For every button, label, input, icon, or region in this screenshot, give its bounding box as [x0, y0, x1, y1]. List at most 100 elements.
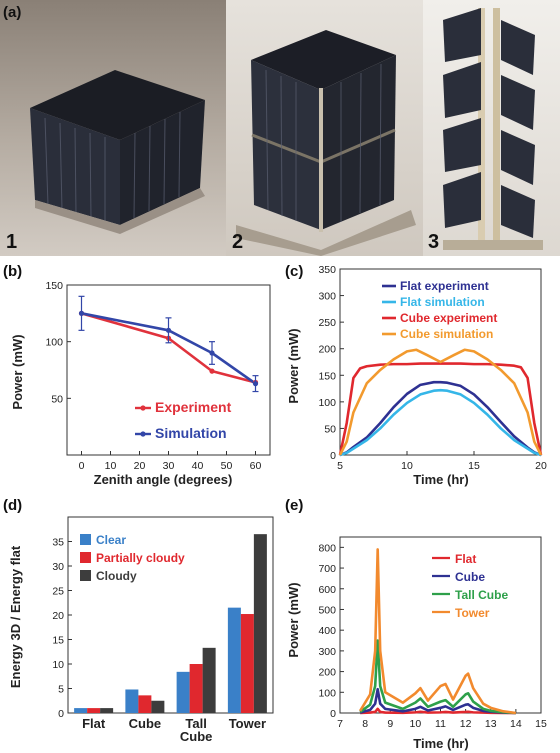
chart-b-zenith-angle: 0 10 20 30 40 50 60 50 100 150 Experiment Simulatio…: [45, 280, 271, 472]
chart-d-bar-cloudy: [202, 647, 216, 713]
chart-b-xtick-label: 50: [221, 460, 233, 472]
chart-e-ytick-label: 100: [318, 687, 336, 699]
chart-e-xtick-label: 10: [410, 718, 422, 730]
chart-c-xtick-label: 20: [535, 460, 547, 472]
chart-d-bar-cloudy: [253, 534, 267, 713]
chart-c-series-cube-simulation: [338, 348, 543, 456]
chart-e-xtick-label: 12: [460, 718, 472, 730]
chart-d-ytick-label: 20: [52, 610, 64, 622]
chart-b-xtick-label: 30: [163, 460, 175, 472]
chart-b-xtick-label: 60: [250, 460, 262, 472]
chart-e-legend-label: Flat: [455, 552, 476, 566]
chart-b-xlabel: Zenith angle (degrees): [94, 472, 233, 487]
chart-e-xtick-label: 9: [387, 718, 393, 730]
chart-d-legend-label: Cloudy: [96, 569, 137, 583]
chart-b-ytick-label: 100: [45, 337, 63, 349]
chart-c-frame: [339, 268, 542, 456]
chart-c-series-flat-simulation: [339, 388, 542, 457]
chart-d-ytick-label: 5: [58, 684, 64, 696]
chart-e-series-tower: [358, 548, 517, 715]
chart-e-cloudy-power: 7 8 9 10 11 12 13 14 15 0 100 200 300 400 500 600 700 800…: [318, 536, 547, 730]
chart-e-xtick-label: 11: [435, 718, 446, 730]
chart-c-legend-label: Flat simulation: [400, 295, 485, 309]
chart-e-ytick-label: 500: [318, 604, 336, 616]
chart-c-ytick-label: 100: [318, 397, 336, 409]
chart-c-legend-label: Flat experiment: [400, 279, 489, 293]
chart-d-category-label: Cube: [180, 729, 213, 744]
chart-e-xtick-label: 7: [337, 718, 343, 730]
chart-d-category-label: Tall: [185, 716, 206, 731]
chart-c-ytick-label: 350: [318, 264, 336, 276]
chart-b-point-experiment: [209, 368, 215, 374]
chart-c-ytick-label: 200: [318, 344, 336, 356]
panel-label-e: (e): [285, 497, 303, 514]
chart-c-series-cube-experiment: [338, 362, 543, 456]
chart-b-legend-marker: [140, 405, 146, 411]
chart-e-ytick-label: 200: [318, 667, 336, 679]
chart-d-legend-label: Clear: [96, 533, 126, 547]
chart-d-bar-cloudy: [100, 708, 114, 713]
chart-c-legend-label: Cube simulation: [400, 327, 493, 341]
chart-e-xlabel: Time (hr): [413, 736, 468, 751]
chart-d-bar-clear: [74, 708, 88, 713]
chart-b-ytick-label: 50: [51, 393, 63, 405]
chart-e-ytick-label: 0: [330, 708, 336, 720]
chart-e-ytick-label: 300: [318, 646, 336, 658]
photo-cube: [0, 0, 226, 256]
chart-c-series-flat-experiment: [339, 380, 542, 457]
chart-e-ytick-label: 800: [318, 542, 336, 554]
chart-b-xtick-label: 20: [134, 460, 146, 472]
panel-label-c: (c): [285, 263, 303, 280]
chart-d-ytick-label: 35: [52, 537, 64, 549]
photo-tall-cube: [226, 0, 423, 256]
chart-e-series-tall-cube: [359, 639, 516, 715]
chart-e-legend-label: Tower: [455, 606, 490, 620]
chart-b-legend-label: Simulation: [155, 425, 227, 441]
photo-number-1: 1: [6, 231, 17, 253]
chart-b-xtick-label: 0: [79, 460, 85, 472]
chart-d-bar-clear: [176, 671, 190, 713]
chart-e-ytick-label: 400: [318, 625, 336, 637]
photo-panel-a: [0, 0, 560, 256]
chart-d-ylabel: Energy 3D / Energy flat: [8, 545, 23, 688]
chart-d-category-label: Tower: [229, 716, 266, 731]
chart-b-legend-label: Experiment: [155, 399, 232, 415]
chart-b-xtick-label: 40: [192, 460, 204, 472]
chart-e-xtick-label: 8: [362, 718, 368, 730]
chart-c-xlabel: Time (hr): [413, 472, 468, 487]
chart-d-ytick-label: 0: [58, 708, 64, 720]
panel-label-d: (d): [3, 497, 22, 514]
chart-d-bar-partially-cloudy: [138, 695, 152, 713]
chart-b-legend-marker: [140, 431, 146, 437]
chart-c-ytick-label: 150: [318, 370, 336, 382]
chart-b-ytick-label: 150: [45, 280, 63, 292]
chart-b-series-simulation: [81, 312, 257, 385]
chart-e-xtick-label: 15: [535, 718, 547, 730]
chart-e-series-cube: [359, 687, 516, 715]
chart-e-xtick-label: 13: [485, 718, 497, 730]
chart-d-ytick-label: 25: [52, 586, 64, 598]
chart-d-legend-label: Partially cloudy: [96, 551, 185, 565]
chart-e-legend-label: Cube: [455, 570, 485, 584]
chart-d-bar-cloudy: [151, 700, 165, 713]
chart-d-legend-swatch: [80, 552, 91, 563]
chart-b-ylabel: Power (mW): [10, 334, 25, 409]
chart-c-ytick-label: 250: [318, 317, 336, 329]
chart-d-bar-clear: [125, 689, 139, 713]
chart-c-ytick-label: 0: [330, 450, 336, 462]
chart-d-bar-partially-cloudy: [240, 614, 254, 713]
chart-e-ytick-label: 600: [318, 584, 336, 596]
chart-e-series-flat: [360, 707, 516, 715]
chart-d-category-label: Flat: [82, 716, 106, 731]
chart-d-ytick-label: 10: [52, 659, 64, 671]
panel-label-a: (a): [3, 4, 21, 21]
chart-e-ylabel: Power (mW): [286, 582, 301, 657]
chart-d-bar-partially-cloudy: [87, 708, 101, 713]
chart-e-legend-label: Tall Cube: [455, 588, 508, 602]
chart-e-ytick-label: 700: [318, 563, 336, 575]
chart-d-bar-clear: [227, 607, 241, 713]
chart-d-bar-partially-cloudy: [189, 664, 203, 713]
